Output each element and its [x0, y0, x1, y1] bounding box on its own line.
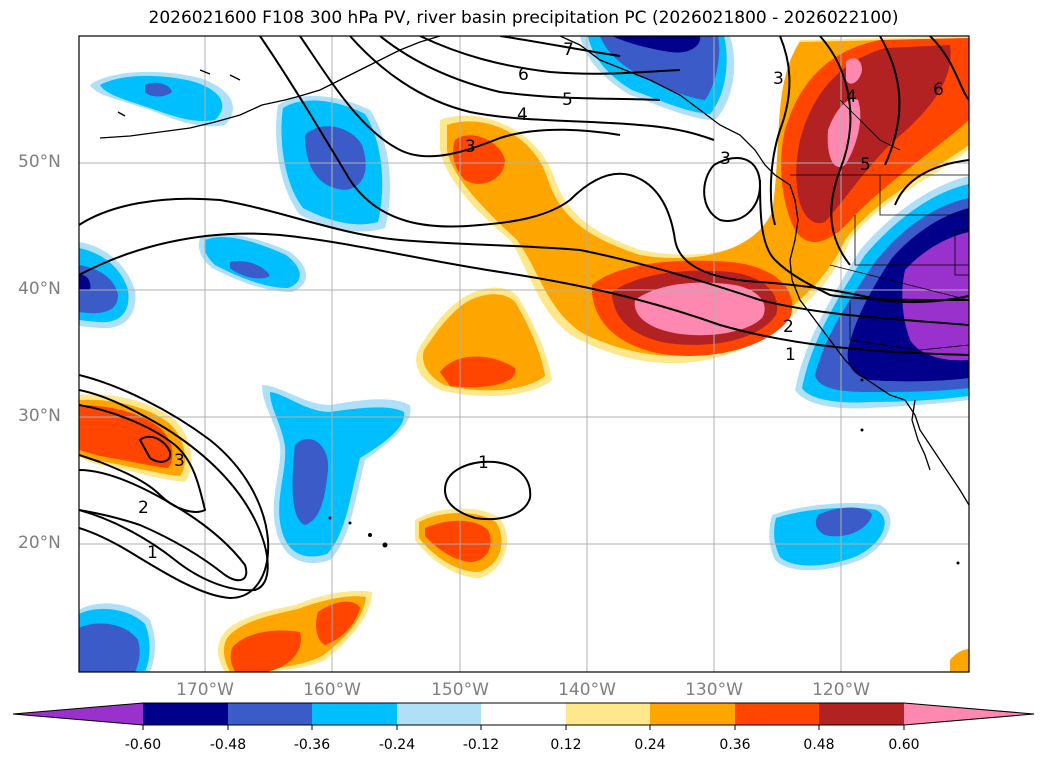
colorbar-tick-label: -0.60: [124, 737, 162, 753]
latitude-label: 20°N: [18, 533, 61, 553]
contour-label: 3: [773, 69, 784, 89]
map-title: 2026021600 F108 300 hPa PV, river basin …: [148, 8, 899, 28]
colorbar-tick-label: -0.24: [378, 737, 416, 753]
colorbar-tick-label: 0.12: [550, 737, 582, 753]
colorbar-tick-label: -0.36: [293, 737, 331, 753]
colorbar: [12, 702, 1035, 730]
contour-label: 3: [720, 149, 731, 169]
contour-label: 2: [783, 317, 794, 337]
colorbar-segment: [228, 703, 312, 725]
colorbar-tick-label: -0.48: [209, 737, 247, 753]
latitude-label: 40°N: [18, 279, 61, 299]
contour-label: 6: [518, 65, 529, 85]
negative-anomaly-patch: [580, 36, 735, 120]
pv-contours: [79, 36, 969, 600]
longitude-label: 150°W: [431, 680, 489, 700]
map-canvas: 7 6 5 4 3 3 3 4 5 6 2 1 1 3 2 1: [79, 36, 969, 672]
negative-anomaly-patch: [769, 503, 891, 571]
colorbar-tick-label: 0.36: [719, 737, 751, 753]
pv-contour-labels: 7 6 5 4 3 3 3 4 5 6 2 1 1 3 2 1: [138, 40, 944, 563]
positive-anomaly-patch: [79, 394, 192, 482]
contour-label: 5: [562, 90, 573, 110]
negative-anomaly-patch: [79, 603, 155, 672]
coastlines: [99, 36, 969, 506]
positive-anomaly-patch: [950, 649, 969, 672]
colorbar-segment: [143, 703, 228, 725]
contour-label: 2: [138, 498, 149, 518]
contour-label: 7: [563, 40, 574, 60]
contour-label: 4: [517, 105, 528, 125]
colorbar-tick-label: 0.24: [634, 737, 666, 753]
colorbar-extend-min: [13, 703, 143, 725]
colorbar-segment: [312, 703, 397, 725]
contour-label: 3: [465, 137, 476, 157]
negative-anomaly-patch: [79, 242, 136, 329]
contour-label: 1: [478, 453, 489, 473]
map-gridlines: [79, 36, 969, 672]
islands: [328, 378, 960, 565]
longitude-label: 160°W: [303, 680, 361, 700]
contour-label: 5: [860, 155, 871, 175]
colorbar-segment: [397, 703, 481, 725]
longitude-label: 170°W: [176, 680, 234, 700]
colorbar-tick-label: 0.60: [888, 737, 920, 753]
border-lines: [790, 99, 969, 351]
colorbar-extend-max: [904, 703, 1034, 725]
colorbar-segment: [566, 703, 650, 725]
latitude-label: 30°N: [18, 406, 61, 426]
colorbar-segment: [481, 703, 566, 725]
longitude-label: 140°W: [558, 680, 616, 700]
colorbar-segment: [819, 703, 904, 725]
negative-anomaly-patch: [198, 233, 306, 292]
colorbar-tick-label: -0.12: [462, 737, 500, 753]
positive-anomaly-patch: [416, 287, 552, 396]
longitude-label: 130°W: [685, 680, 743, 700]
map-frame: [78, 35, 970, 673]
negative-anomaly-patch: [90, 71, 233, 127]
colorbar-tick-label: 0.48: [803, 737, 835, 753]
contour-label: 1: [147, 543, 158, 563]
latitude-label: 50°N: [18, 152, 61, 172]
negative-anomaly-patch: [262, 385, 411, 564]
longitude-label: 120°W: [812, 680, 870, 700]
contour-label: 4: [846, 87, 857, 107]
colorbar-segment: [650, 703, 735, 725]
contour-label: 1: [785, 345, 796, 365]
contour-label: 3: [174, 451, 185, 471]
positive-anomaly-band: [440, 36, 969, 364]
positive-anomaly-patch: [217, 590, 372, 672]
colorbar-segment: [735, 703, 819, 725]
contour-label: 6: [933, 80, 944, 100]
